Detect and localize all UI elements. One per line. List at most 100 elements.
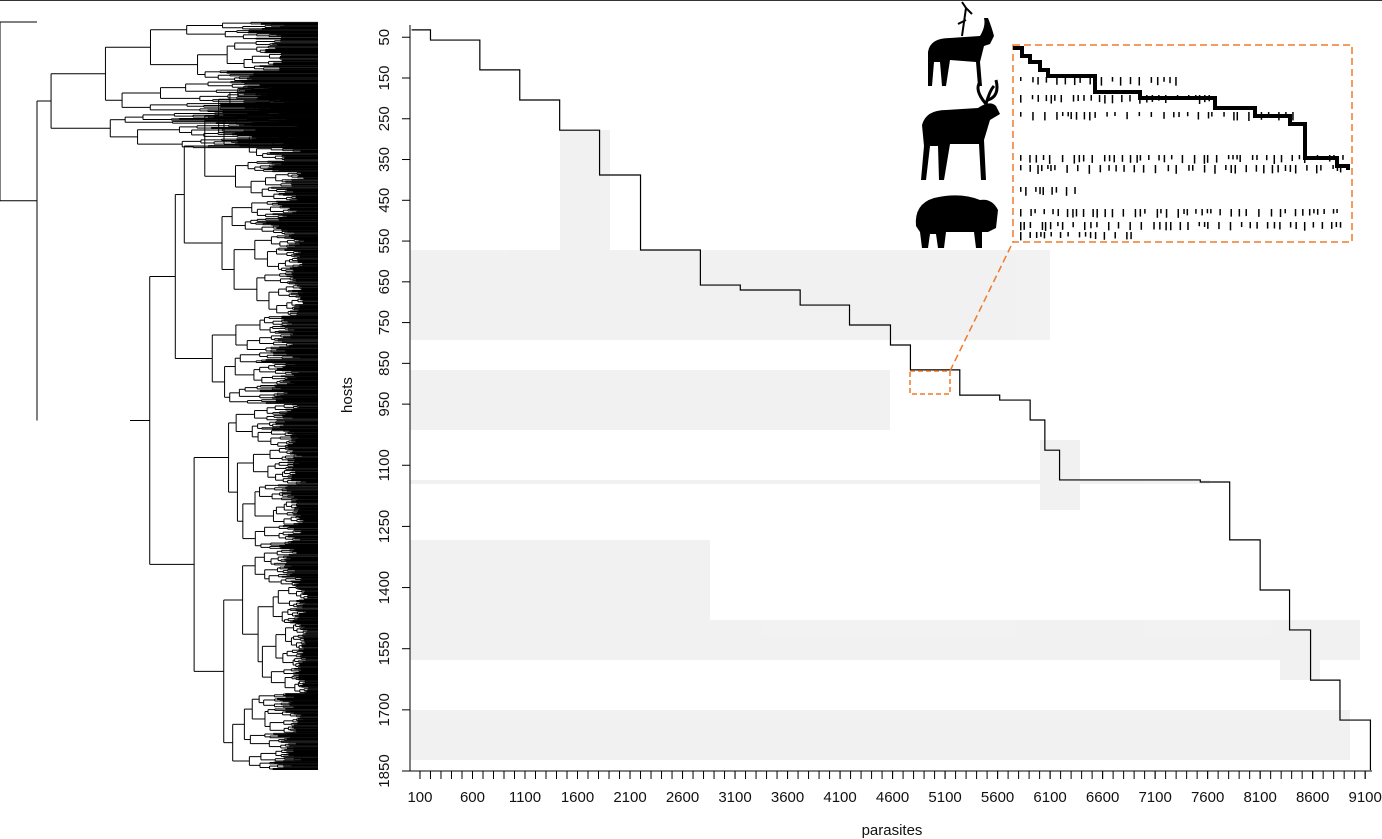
inset-dash [1332, 165, 1334, 170]
inset-dash [1177, 209, 1180, 218]
inset-dash [1187, 222, 1189, 230]
inset-dash [1107, 222, 1110, 231]
y-tick-label: 750 [376, 310, 393, 335]
inset-dash [1186, 112, 1189, 117]
inset-dash [1077, 165, 1079, 172]
y-tick-label: 950 [376, 392, 393, 417]
y-tick-label: 450 [376, 188, 393, 213]
inset-dash [1316, 209, 1319, 215]
inset-dash [1072, 209, 1074, 218]
inset-dash [1020, 95, 1022, 103]
inset-dash [1091, 155, 1093, 163]
y-tick-label: 250 [376, 106, 393, 131]
inset-dash [1061, 155, 1064, 163]
inset-dash [1203, 155, 1206, 164]
inset-dash [1067, 112, 1069, 117]
inset-dash [1159, 222, 1161, 230]
inset-dash [1108, 165, 1110, 171]
inset-dash [1035, 187, 1037, 192]
inset-dash [1126, 232, 1128, 240]
inset-dash [1227, 155, 1230, 160]
inset-dash [1039, 187, 1041, 195]
inset-dash [1165, 209, 1168, 218]
inset-dash [1065, 187, 1068, 196]
inset-dash [1032, 77, 1034, 83]
inset-dash [1294, 165, 1297, 174]
inset-dash [1060, 95, 1063, 103]
inset-dash [1154, 165, 1157, 174]
inset-dash [1219, 209, 1221, 216]
inset-dash [1229, 222, 1232, 231]
inset-dash [1055, 187, 1058, 193]
inset-dash [1239, 155, 1241, 163]
inset-dash [1197, 112, 1200, 120]
inset-dash [1232, 155, 1234, 160]
inset-dash [1020, 165, 1022, 171]
inset-dash [1306, 165, 1308, 171]
inset-dash [1029, 155, 1031, 163]
inset-dash [1139, 155, 1142, 161]
inset-dash [1208, 95, 1210, 102]
inset-dash [1043, 232, 1046, 239]
inset-dash [1035, 232, 1038, 238]
inset-dash [1279, 209, 1282, 218]
y-tick-label: 650 [376, 269, 393, 294]
inset-dash [1169, 222, 1172, 231]
inset-dash [1160, 209, 1162, 214]
x-tick-label: 600 [460, 789, 485, 806]
inset-dash [1057, 222, 1059, 227]
inset-dash [1054, 95, 1056, 101]
inset-dash [1203, 165, 1206, 173]
inset-dash [1025, 187, 1027, 196]
inset-dash [1204, 95, 1206, 103]
y-tick-label: 1400 [376, 571, 393, 604]
x-tick-label: 5100 [928, 789, 961, 806]
inset-dash [1023, 222, 1025, 230]
inset-dash [1111, 77, 1114, 82]
inset-dash [1203, 222, 1206, 227]
inset-dash [1133, 165, 1136, 173]
inset-dash [1088, 165, 1091, 174]
inset-dash [1059, 232, 1062, 239]
inset-dash [1146, 95, 1148, 103]
inset-dash [1284, 165, 1287, 171]
inset-dash [1267, 112, 1270, 118]
inset-dash [1126, 112, 1128, 120]
inset-dash [1057, 209, 1060, 217]
inset-dash [1255, 165, 1258, 172]
inset-dash [1230, 209, 1232, 217]
inset-dash [1064, 77, 1067, 85]
inset-dash [1178, 112, 1180, 118]
inset-dash [1083, 222, 1086, 231]
inset-dash [1020, 187, 1022, 192]
inset-dash [1284, 209, 1286, 214]
inset-dash [1031, 95, 1034, 100]
inset-dash [1129, 95, 1131, 102]
inset-dash [1249, 222, 1251, 229]
inset-dash [1153, 222, 1155, 230]
inset-dash [1079, 77, 1081, 83]
y-tick-label: 1850 [376, 754, 393, 787]
inset-dash [1195, 209, 1197, 214]
inset-dash [1078, 232, 1081, 238]
inset-dash [1175, 165, 1177, 174]
inset-dash [1041, 165, 1043, 172]
inset-dash [1187, 95, 1190, 100]
inset-dash [1236, 155, 1238, 160]
zoom-box [909, 370, 951, 395]
inset-dash [1302, 209, 1304, 216]
inset-dash [1104, 95, 1106, 104]
inset-dash [1037, 95, 1040, 102]
inset-dash [1090, 222, 1092, 229]
inset-dash [1030, 209, 1032, 216]
inset-dash [1303, 222, 1306, 231]
inset-dash [1201, 209, 1203, 216]
inset-dash [1285, 112, 1287, 118]
inset-dash [1315, 165, 1318, 174]
inset-dash [1139, 95, 1141, 104]
x-tick-label: 100 [407, 789, 432, 806]
inset-dash [1108, 155, 1111, 162]
inset-dash [1158, 95, 1160, 101]
inset-dash [1054, 165, 1056, 171]
inset-dash [1048, 155, 1051, 164]
